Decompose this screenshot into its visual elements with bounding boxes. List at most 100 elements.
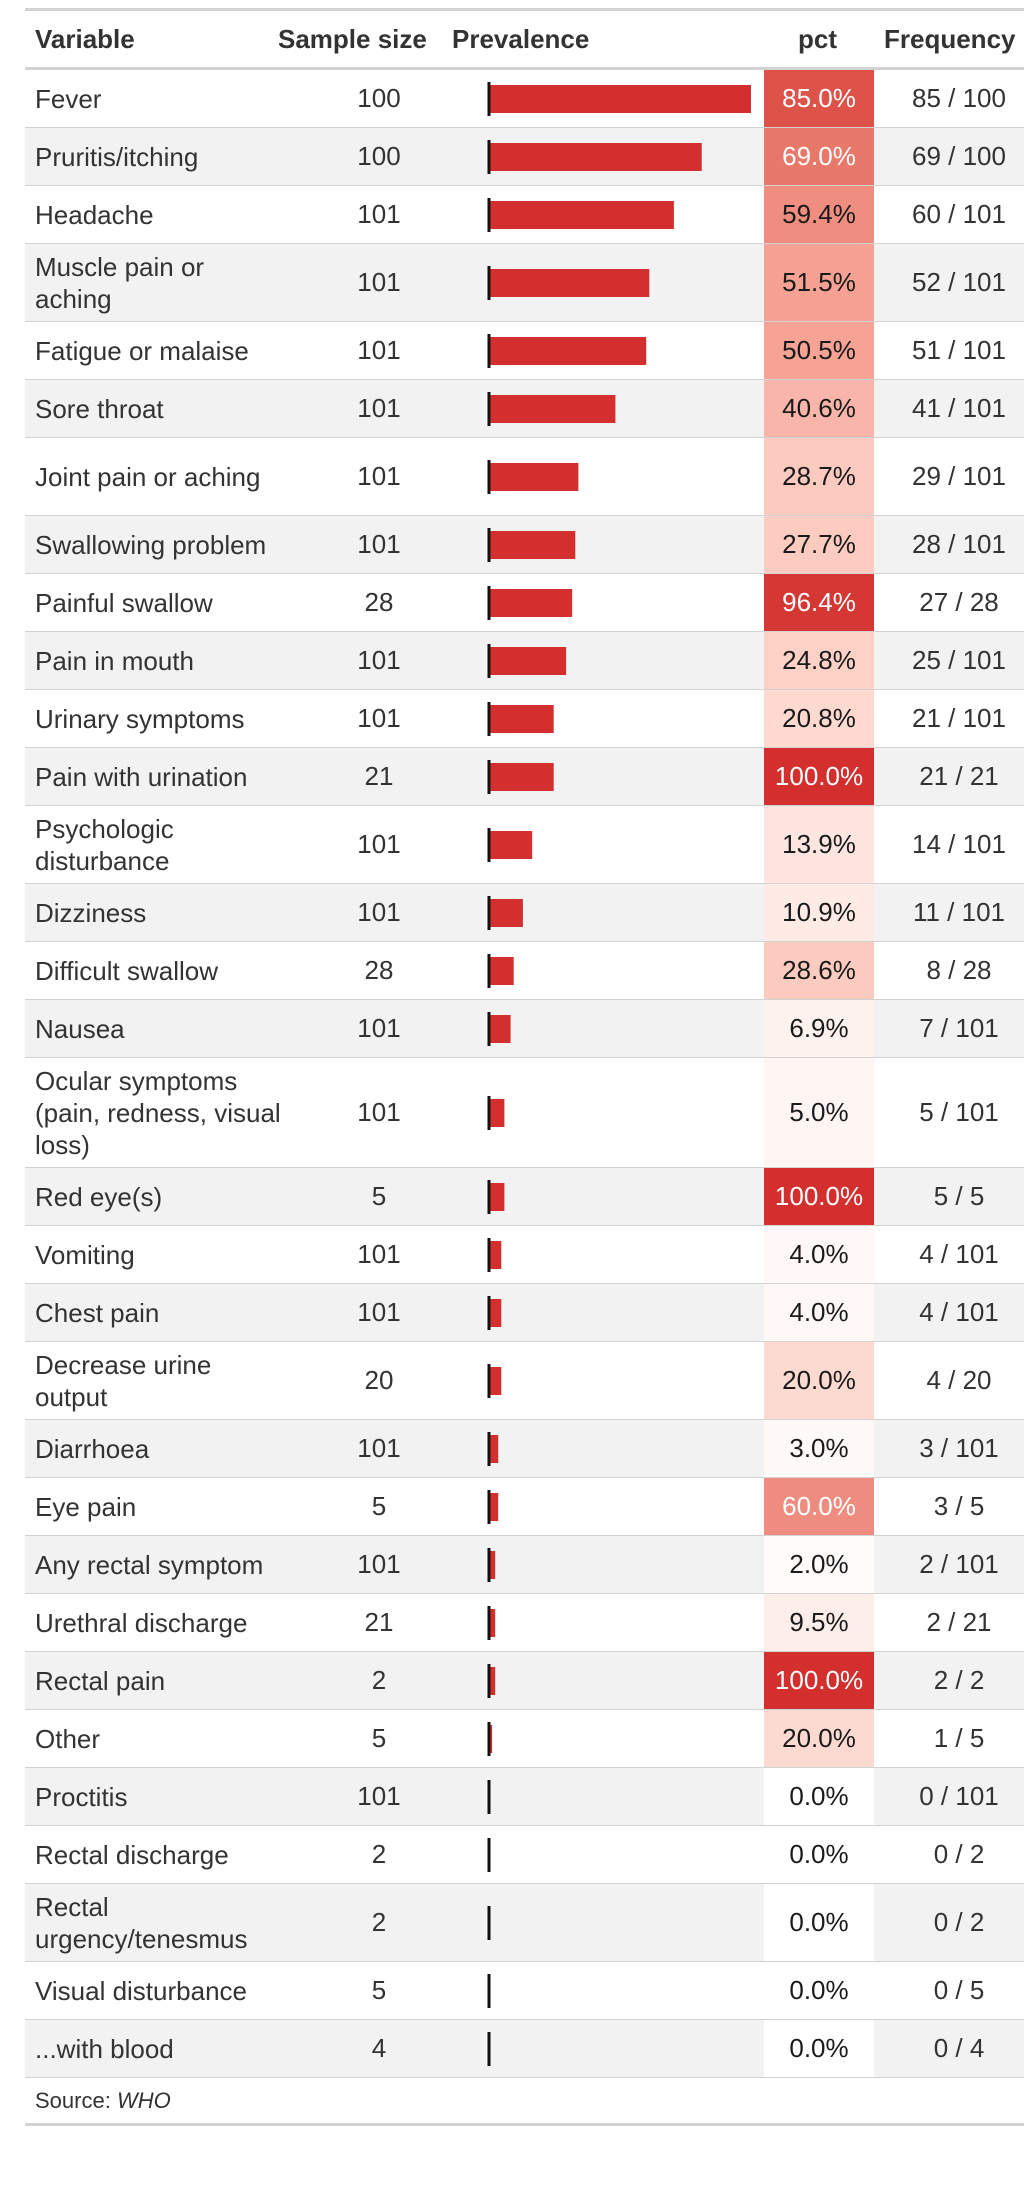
- frequency-cell: 0 / 2: [933, 1907, 985, 1937]
- prevalence-bar: [489, 762, 554, 791]
- variable-cell: Ocular symptoms (pain, redness, visual l…: [35, 1065, 281, 1160]
- prevalence-cell: [475, 942, 789, 999]
- frequency-cell: 52 / 101: [912, 267, 1006, 297]
- prevalence-cell: [475, 632, 789, 689]
- table-row: Sore throat 101 40.6% 41 / 101: [25, 380, 1024, 438]
- prevalence-cell: [475, 1768, 789, 1825]
- prevalence-cell: [475, 438, 789, 515]
- frequency-cell: 2 / 21: [926, 1607, 992, 1637]
- sample-size-cell: 100: [357, 83, 401, 113]
- variable-cell: Painful swallow: [35, 587, 213, 618]
- frequency-cell: 41 / 101: [912, 393, 1006, 423]
- prevalence-bar: [489, 1366, 502, 1395]
- pct-cell: 51.5%: [764, 244, 874, 321]
- prevalence-cell: [475, 1342, 789, 1419]
- variable-cell: Pain in mouth: [35, 645, 194, 676]
- frequency-cell: 4 / 101: [919, 1239, 999, 1269]
- header-sample-size: Sample size: [278, 24, 427, 54]
- pct-cell: 6.9%: [764, 1000, 874, 1057]
- prevalence-cell: [475, 322, 789, 379]
- prevalence-bar-chart: [487, 1431, 499, 1466]
- sample-size-cell: 101: [357, 461, 401, 491]
- prevalence-bar: [489, 704, 554, 733]
- sample-size-cell: 2: [371, 1665, 387, 1695]
- prevalence-bar-chart: [487, 81, 751, 116]
- table-row: Red eye(s) 5 100.0% 5 / 5: [25, 1168, 1024, 1226]
- prevalence-bar: [489, 646, 567, 675]
- variable-cell: Sore throat: [35, 393, 164, 424]
- prevalence-bar-chart: [487, 827, 533, 862]
- pct-cell: 5.0%: [764, 1058, 874, 1167]
- prevalence-bar-chart: [487, 459, 579, 494]
- table-row: Dizziness 101 10.9% 11 / 101: [25, 884, 1024, 942]
- prevalence-cell: [475, 1710, 789, 1767]
- frequency-cell: 28 / 101: [912, 529, 1006, 559]
- pct-cell: 100.0%: [764, 1168, 874, 1225]
- table-row: Psychologic disturbance 101 13.9% 14 / 101: [25, 806, 1024, 884]
- prevalence-bar: [489, 142, 702, 171]
- prevalence-cell: [475, 884, 789, 941]
- sample-size-cell: 101: [357, 897, 401, 927]
- table-row: Chest pain 101 4.0% 4 / 101: [25, 1284, 1024, 1342]
- pct-cell: 20.8%: [764, 690, 874, 747]
- prevalence-bar: [489, 1182, 505, 1211]
- pct-cell: 100.0%: [764, 1652, 874, 1709]
- frequency-cell: 14 / 101: [912, 829, 1006, 859]
- table-row: Pain with urination 21 100.0% 21 / 21: [25, 748, 1024, 806]
- prevalence-cell: [475, 1058, 789, 1167]
- prevalence-bar: [489, 588, 573, 617]
- pct-cell: 0.0%: [764, 1962, 874, 2019]
- sample-size-cell: 101: [357, 645, 401, 675]
- frequency-cell: 2 / 2: [933, 1665, 985, 1695]
- pct-cell: 0.0%: [764, 1768, 874, 1825]
- sample-size-cell: 2: [371, 1907, 387, 1937]
- table-row: Urinary symptoms 101 20.8% 21 / 101: [25, 690, 1024, 748]
- variable-cell: Eye pain: [35, 1491, 137, 1522]
- pct-cell: 0.0%: [764, 1826, 874, 1883]
- variable-cell: Any rectal symptom: [35, 1549, 264, 1580]
- prevalence-bar: [489, 1608, 496, 1637]
- prevalence-bar: [489, 336, 647, 365]
- prevalence-bar-chart: [487, 1905, 491, 1940]
- prevalence-cell: [475, 1826, 789, 1883]
- sample-size-cell: 101: [357, 1013, 401, 1043]
- prevalence-bar: [489, 1724, 493, 1753]
- table-row: Proctitis 101 0.0% 0 / 101: [25, 1768, 1024, 1826]
- sample-size-cell: 101: [357, 1097, 401, 1127]
- frequency-cell: 0 / 4: [933, 2033, 985, 2063]
- source-label: Source:: [35, 2088, 117, 2113]
- prevalence-cell: [475, 1962, 789, 2019]
- header-variable: Variable: [35, 24, 135, 54]
- variable-cell: Fatigue or malaise: [35, 335, 249, 366]
- prevalence-bar-chart: [487, 2031, 491, 2066]
- prevalence-bar-chart: [487, 1011, 511, 1046]
- table-header: Variable Sample size Prevalence pct Freq…: [25, 11, 1024, 70]
- variable-cell: Diarrhoea: [35, 1433, 150, 1464]
- prevalence-bar-chart: [487, 1095, 505, 1130]
- table-row: Nausea 101 6.9% 7 / 101: [25, 1000, 1024, 1058]
- prevalence-bar-chart: [487, 701, 554, 736]
- prevalence-bar: [489, 830, 533, 859]
- prevalence-cell: [475, 70, 789, 127]
- pct-cell: 60.0%: [764, 1478, 874, 1535]
- sample-size-cell: 101: [357, 267, 401, 297]
- frequency-cell: 2 / 101: [919, 1549, 999, 1579]
- variable-cell: Headache: [35, 199, 154, 230]
- prevalence-bar-chart: [487, 643, 567, 678]
- prevalence-cell: [475, 1420, 789, 1477]
- pct-cell: 20.0%: [764, 1710, 874, 1767]
- prevalence-bar: [489, 1240, 502, 1269]
- table-top-rule: [25, 8, 1024, 11]
- sample-size-cell: 101: [357, 829, 401, 859]
- prevalence-bar: [489, 1298, 502, 1327]
- prevalence-cell: [475, 1884, 789, 1961]
- prevalence-bar: [489, 1666, 496, 1695]
- sample-size-cell: 5: [371, 1491, 387, 1521]
- prevalence-bar: [489, 956, 514, 985]
- table-row: Rectal urgency/tenesmus 2 0.0% 0 / 2: [25, 1884, 1024, 1962]
- sample-size-cell: 101: [357, 1781, 401, 1811]
- prevalence-bar-chart: [487, 333, 647, 368]
- prevalence-bar-chart: [487, 1237, 502, 1272]
- pct-cell: 59.4%: [764, 186, 874, 243]
- pct-cell: 10.9%: [764, 884, 874, 941]
